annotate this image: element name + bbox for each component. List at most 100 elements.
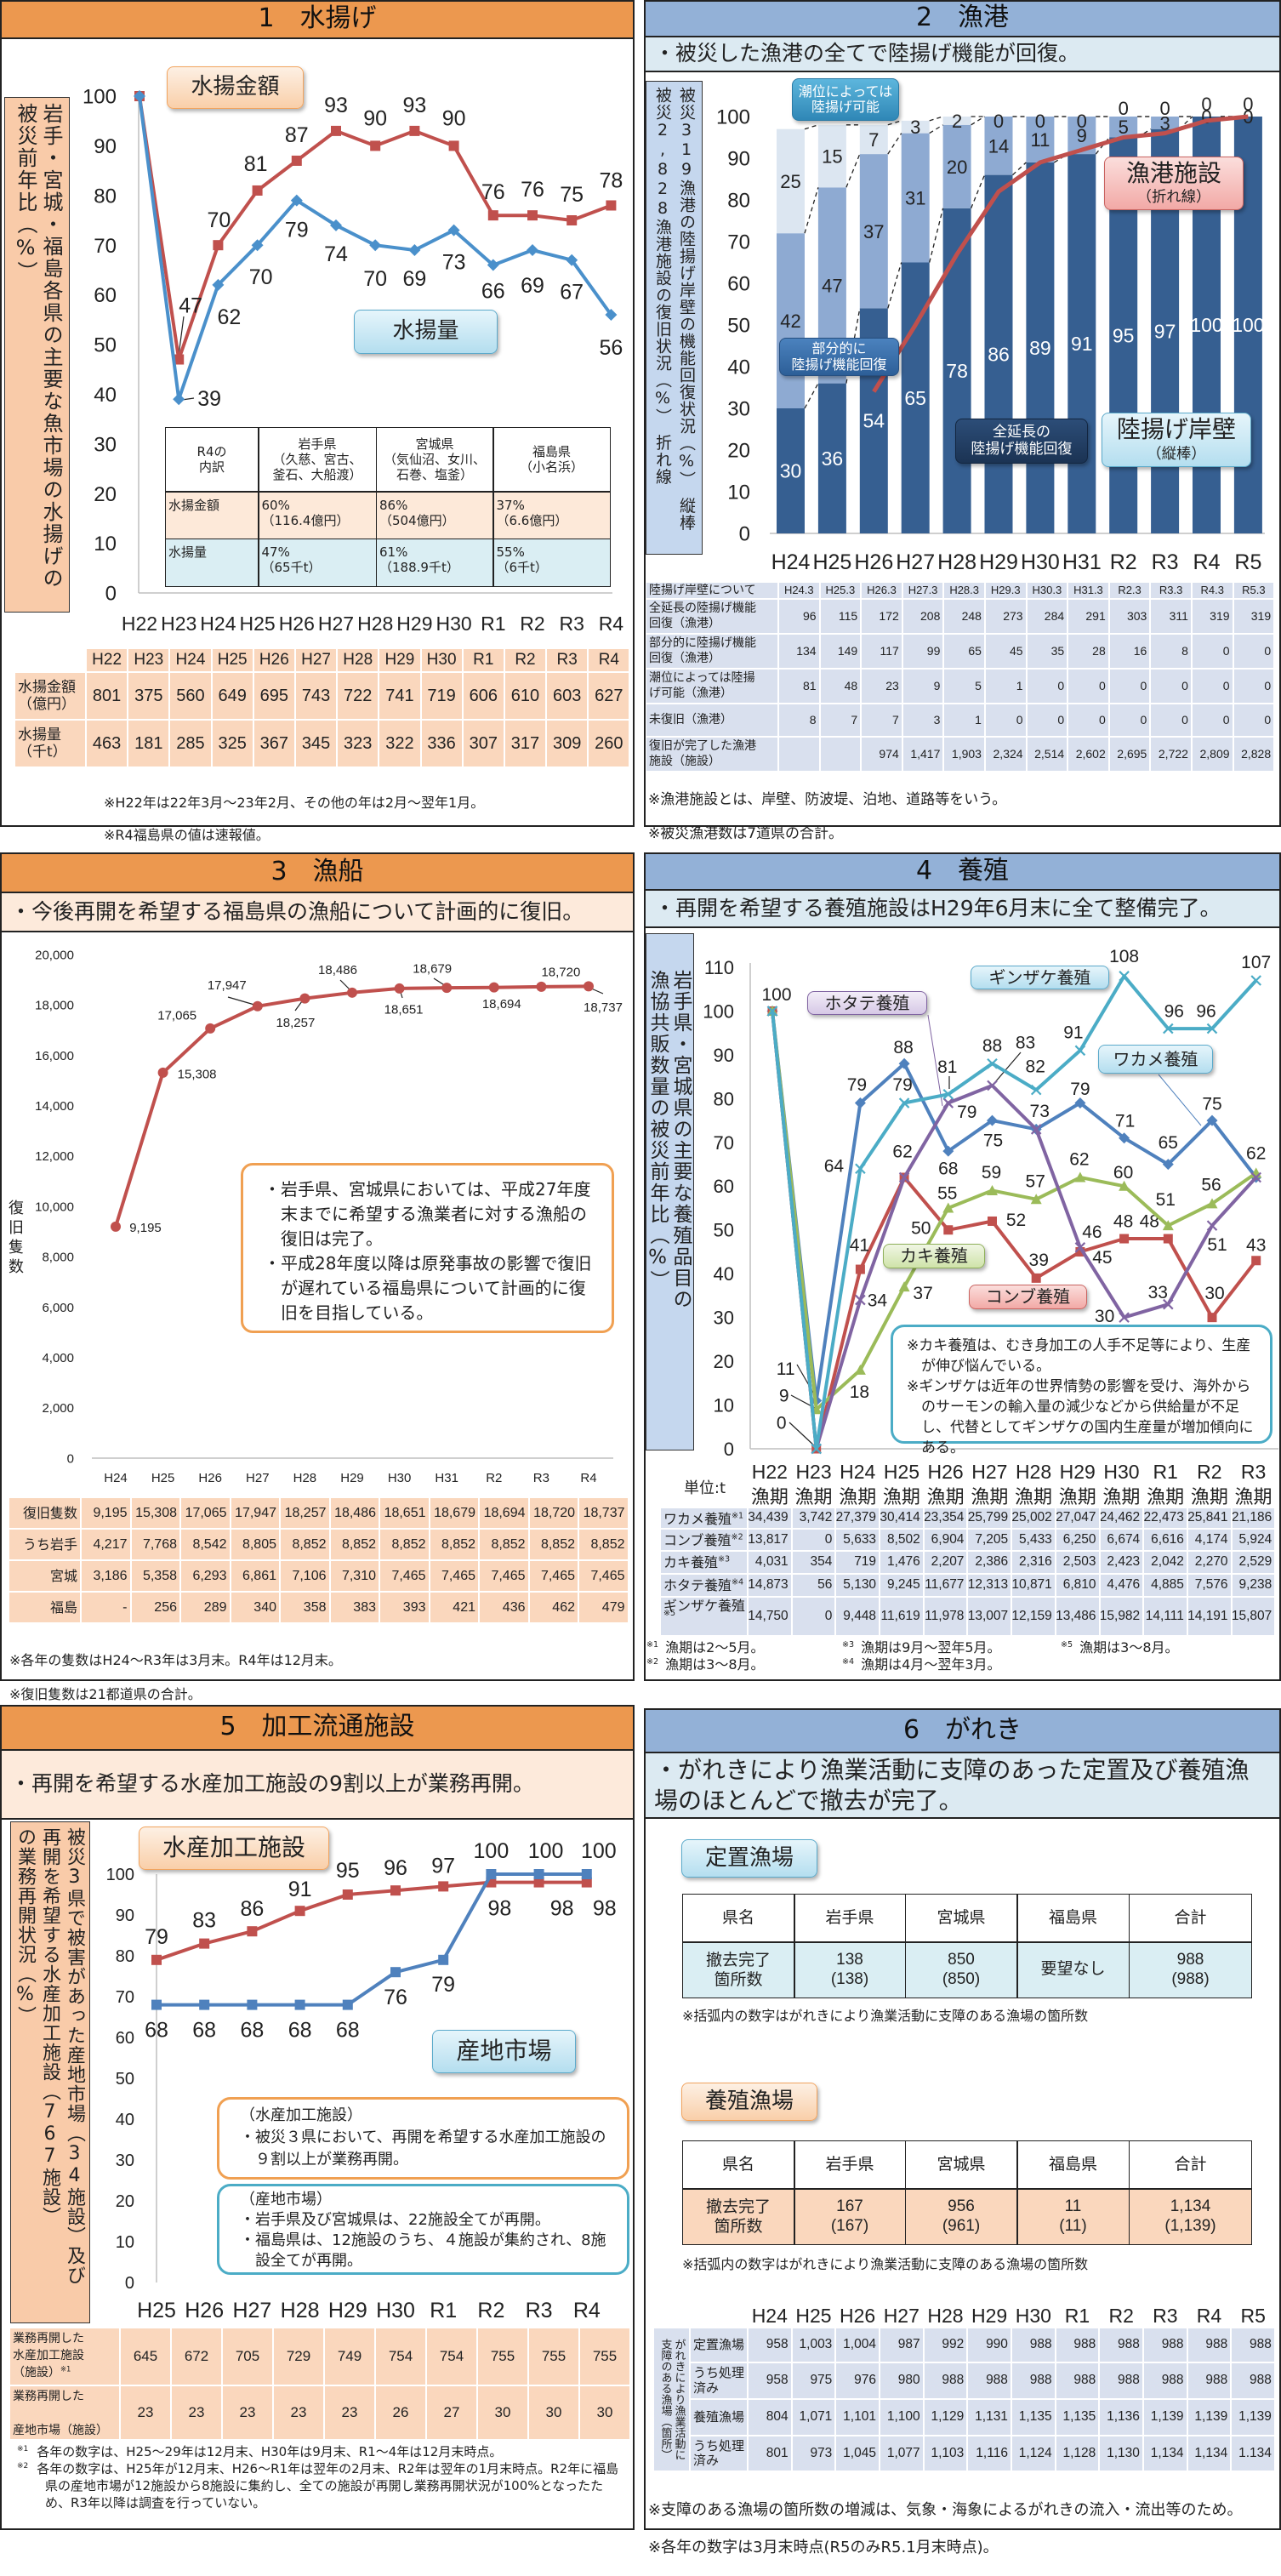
row-label: ギンザケ養殖 ※5 (661, 1598, 747, 1635)
data-point-marker (1030, 1124, 1042, 1135)
cell-text: 2,423 (1107, 1554, 1141, 1570)
x-tick-label: H28 (281, 2299, 320, 2322)
cell-text: 988 (1205, 2337, 1228, 2352)
cell-text: 988 (1073, 2337, 1096, 2352)
table-value: 28 (1068, 635, 1108, 668)
row-label: コンブ養殖※2 (661, 1530, 747, 1550)
data-point-marker (536, 981, 547, 992)
series-line (156, 1880, 587, 1962)
footnote-mark: ※1 (60, 2364, 71, 2374)
cell-text: 16 (1133, 644, 1147, 658)
legend-scallop: ホタテ養殖 (807, 991, 927, 1015)
table-value: 988 (1232, 2328, 1274, 2362)
table-value: 0 (1027, 670, 1068, 703)
column-header: R3 (547, 649, 588, 671)
cell-text: 37% （6.6億円） (496, 497, 568, 528)
footnote-mark: ※3 (718, 1554, 731, 1564)
footnote-mark: ※4 (732, 1577, 744, 1587)
cell-text: 15,308 (135, 1505, 177, 1520)
cell-text: H30 (426, 650, 457, 669)
table-value: 149 (820, 635, 861, 668)
cell-text: 1 (975, 713, 982, 727)
cell-text: 1 (1016, 679, 1023, 693)
data-point-marker (1030, 1084, 1042, 1096)
column-header-season: 漁期 (1147, 1487, 1185, 1508)
cell-text: 973 (810, 2445, 833, 2460)
data-point-marker (1206, 1198, 1218, 1209)
table-value: 15,807 (1232, 1598, 1275, 1635)
table-value: 12,313 (968, 1575, 1011, 1596)
column-header: R5.3 (1233, 583, 1274, 598)
table-value: 1,139 (1143, 2400, 1187, 2435)
breakdown-cell: 47% （65千t） (259, 539, 376, 586)
bar-segment (901, 120, 930, 134)
cell-text: R3.3 (1159, 584, 1183, 597)
table-value: 273 (985, 600, 1026, 633)
cell-text: 2,529 (1238, 1554, 1272, 1570)
column-header: 合計 (1130, 1895, 1251, 1941)
table-value: 2,514 (1027, 738, 1068, 771)
data-label: 81 (937, 1057, 957, 1077)
data-label: 68 (288, 2019, 312, 2043)
column-header: H23 (128, 649, 169, 671)
data-point-marker (199, 1938, 210, 1949)
aquaculture-note-box: ※カキ養殖は、むき身加工の人手不足等により、生産が伸び悩んでいる。 ※ギンザケは… (891, 1325, 1272, 1456)
column-header-year: H30 (1103, 1461, 1140, 1483)
data-label: 93 (402, 94, 426, 117)
cell-text: 全延長の陸揚げ機能 回復（漁港） (649, 601, 756, 630)
table-value: 1 (944, 704, 984, 736)
data-label: 98 (593, 1897, 617, 1921)
y-axis-label-box: 岩手県・宮城県の主要な養殖品目の 漁協共販数量の被災前年比（%） (646, 933, 694, 1450)
cell-text: 15,982 (1100, 1608, 1141, 1623)
table-value: 988 (968, 2363, 1011, 2398)
table-value: 8,502 (880, 1530, 923, 1550)
y-tick-label: 70 (714, 1132, 734, 1154)
data-label: 11 (777, 1359, 795, 1379)
table-value: 285 (170, 721, 211, 767)
table-value: 1,131 (968, 2400, 1011, 2435)
table-value: 4,476 (1100, 1575, 1143, 1596)
cell-text: 6,293 (192, 1568, 227, 1583)
y-tick-label: 0 (724, 1439, 734, 1460)
cell-text: 23,354 (924, 1510, 965, 1525)
market-note-box: （産地市場） ・岩手県及び宮城県は、22施設全てが再開。 ・福島県は、12施設の… (217, 2184, 629, 2275)
cell-text: 755 (490, 2347, 515, 2364)
data-point-marker (898, 1057, 910, 1069)
data-label: 62 (1069, 1150, 1089, 1170)
cell-text: 1,100 (886, 2409, 920, 2425)
bar-value-labels: 3042253647155437765313782028614089110919… (780, 94, 1265, 482)
row-label: 撤去完了 箇所数 (683, 1942, 794, 1998)
data-label: 91 (1063, 1023, 1083, 1042)
cell-text: 1,045 (843, 2445, 876, 2460)
note-item: ※ギンザケは近年の世界情勢の影響を受け、海外からのサーモンの輸入量の減少などから… (907, 1378, 1254, 1456)
cell-text: 7 (891, 713, 899, 727)
cell-text: 307 (469, 734, 498, 753)
data-point-marker (942, 1088, 954, 1100)
cell-text: 988 (1250, 2373, 1272, 2388)
column-header-year: H25 (883, 1461, 920, 1483)
bar-value-label: 30 (780, 460, 802, 482)
cell-text: 養殖漁場 (693, 2408, 745, 2425)
data-point-marker (408, 244, 421, 257)
data-label: 18,679 (413, 962, 452, 977)
cell-text: 6,250 (1062, 1531, 1096, 1547)
table-value: 1,124 (1011, 2436, 1055, 2471)
table-value: 0 (1027, 704, 1068, 736)
y-tick-label: 0 (739, 523, 750, 546)
table-value: 0 (1233, 670, 1274, 703)
cell-text: 福島県 (1048, 1908, 1097, 1928)
data-label: 18,694 (482, 997, 521, 1012)
breakdown-header-cell: 宮城県 （気仙沼、女川、 石巻、塩釜） (377, 428, 492, 491)
y-axis-label: 岩手・宮城・福島各県の主要な魚市場の水揚げの 被災前年比（%） (14, 103, 63, 590)
cell-text: 0 (1098, 713, 1106, 727)
table-value: 462 (529, 1593, 578, 1622)
table-value: 988 (988) (1130, 1942, 1251, 1998)
cell-text: 8,852 (441, 1536, 475, 1552)
table-value: 5,130 (836, 1575, 880, 1596)
cell-text: 86% （504億円） (379, 497, 455, 528)
section-summary: ・再開を希望する水産加工施設の9割以上が業務再開。 (0, 1751, 635, 1820)
cell-text: H25 (217, 650, 248, 669)
cell-text: 2,316 (1019, 1554, 1052, 1570)
column-header-year: H25 (795, 2305, 832, 2327)
x-tick-label: H26 (854, 550, 893, 574)
